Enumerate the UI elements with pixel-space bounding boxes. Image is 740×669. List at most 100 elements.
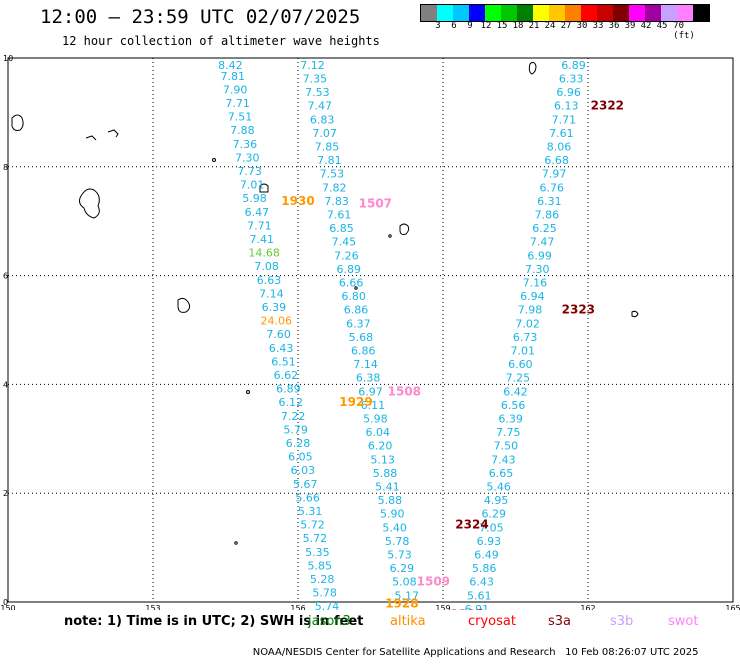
color-swatch: [421, 5, 437, 21]
color-swatch: [565, 5, 581, 21]
wave-height-value: 7.73: [237, 165, 262, 178]
wave-height-value: 7.71: [247, 219, 272, 232]
wave-height-value: 7.14: [353, 358, 378, 371]
islands: [11, 61, 639, 545]
wave-height-value: 5.88: [378, 494, 403, 507]
wave-height-value: 7.98: [518, 304, 543, 317]
color-scale-label: 27: [560, 21, 572, 31]
wave-height-value: 6.42: [503, 385, 528, 398]
altimeter-track: 7.127.357.537.476.837.077.857.817.537.82…: [300, 59, 419, 602]
wave-height-value: 5.98: [242, 192, 267, 205]
island-dot: [234, 541, 238, 545]
wave-height-value: 5.86: [472, 562, 497, 575]
wave-height-value: 6.03: [291, 464, 316, 477]
wave-height-value: 6.04: [366, 426, 391, 439]
wave-height-value: 6.25: [532, 222, 557, 235]
wave-height-value: 5.61: [467, 589, 492, 602]
color-scale-legend: [420, 4, 710, 22]
wave-height-value: 7.71: [225, 97, 250, 110]
wave-height-value: 6.51: [271, 355, 296, 368]
y-tick-label: 10: [3, 54, 13, 63]
color-swatch: [693, 5, 709, 21]
wave-height-value: 5.46: [486, 480, 511, 493]
color-scale-label: 18: [512, 21, 524, 31]
wave-height-value: 7.71: [552, 113, 577, 126]
wave-height-value: 5.13: [370, 453, 395, 466]
wave-height-value: 6.29: [390, 562, 415, 575]
wave-height-value: 5.41: [375, 480, 400, 493]
timestamp: 10 Feb 08:26:07 UTC 2025: [565, 647, 699, 658]
pass-time-label: 2323: [562, 303, 595, 317]
color-scale-label: 39: [624, 21, 636, 31]
wave-height-value: 7.51: [228, 111, 253, 124]
map-grid: [8, 58, 733, 602]
color-scale-label: 33: [592, 21, 604, 31]
wave-height-value: 6.91: [465, 603, 490, 610]
altimeter-track: 8.427.817.907.717.517.887.367.307.737.01…: [218, 59, 339, 610]
wave-height-value: 6.13: [554, 100, 579, 113]
y-tick-label: 6: [3, 272, 8, 281]
wave-height-value: 7.30: [235, 151, 260, 164]
wave-height-value: 5.28: [310, 573, 335, 586]
wave-height-value: 6.73: [513, 331, 538, 344]
footer-note: note: 1) Time is in UTC; 2) SWH is in fe…: [64, 614, 364, 629]
wave-height-value: 5.31: [298, 505, 323, 518]
wave-height-value: 5.73: [387, 548, 412, 561]
wave-height-value: 6.29: [482, 508, 507, 521]
wave-height-value: 6.43: [469, 576, 494, 589]
wave-height-value: 6.97: [358, 385, 383, 398]
wave-height-value: 6.68: [544, 154, 569, 167]
color-swatch: [485, 5, 501, 21]
wave-height-value: 7.16: [523, 276, 548, 289]
wave-height-value: 6.80: [341, 290, 366, 303]
wave-height-value: 5.90: [380, 508, 405, 521]
wave-height-value: 7.01: [240, 179, 265, 192]
wave-height-value: 6.39: [262, 301, 287, 314]
satellite-legend-item: cryosat: [468, 614, 516, 629]
wave-height-value: 7.41: [250, 233, 275, 246]
color-scale-label: 42: [640, 21, 652, 31]
island-outline: [399, 223, 410, 235]
wave-height-value: 4.95: [484, 494, 509, 507]
wave-height-value: 6.60: [508, 358, 533, 371]
satellite-legend-item: swot: [668, 614, 699, 629]
wave-height-value: 6.38: [356, 372, 381, 385]
wave-height-value: 6.47: [245, 206, 270, 219]
color-scale-label: 45: [656, 21, 668, 31]
wave-height-value: 7.61: [327, 208, 352, 221]
island-outline: [259, 183, 269, 193]
wave-height-value: 6.43: [269, 342, 294, 355]
wave-height-value: 5.74: [315, 600, 340, 610]
wave-height-value: 7.81: [221, 70, 246, 83]
wave-height-value: 7.82: [322, 181, 347, 194]
color-scale-label: 6: [451, 21, 457, 31]
island-dot: [354, 286, 358, 290]
wave-height-value: 7.43: [491, 453, 516, 466]
credit-line: NOAA/NESDIS Center for Satellite Applica…: [240, 636, 699, 669]
wave-height-value: 7.26: [334, 249, 359, 262]
color-scale-label: 3: [435, 21, 441, 31]
island-outline: [85, 129, 119, 141]
y-tick-label: 8: [3, 163, 8, 172]
wave-height-value: 7.61: [549, 127, 574, 140]
wave-height-value: 7.14: [259, 287, 284, 300]
wave-height-value: 14.68: [248, 247, 280, 260]
wave-height-value: 7.25: [506, 372, 531, 385]
altimeter-tracks: 8.427.817.907.717.517.887.367.307.737.01…: [218, 59, 586, 610]
wave-height-value: 6.86: [351, 344, 376, 357]
color-swatch: [661, 5, 677, 21]
color-swatch: [677, 5, 693, 21]
wave-height-value: 8.06: [547, 140, 572, 153]
y-tick-label: 4: [3, 380, 8, 389]
wave-height-value: 6.86: [344, 304, 369, 317]
wave-height-value: 6.85: [329, 222, 354, 235]
wave-height-value: 7.53: [320, 168, 345, 181]
wave-height-value: 7.60: [266, 328, 291, 341]
color-swatch: [613, 5, 629, 21]
wave-height-value: 6.56: [501, 399, 526, 412]
wave-height-value: 6.05: [288, 451, 313, 464]
wave-height-value: 6.12: [279, 396, 304, 409]
island-dot: [388, 234, 392, 238]
x-tick-label: 159: [435, 604, 450, 610]
wave-height-value: 6.28: [286, 437, 311, 450]
